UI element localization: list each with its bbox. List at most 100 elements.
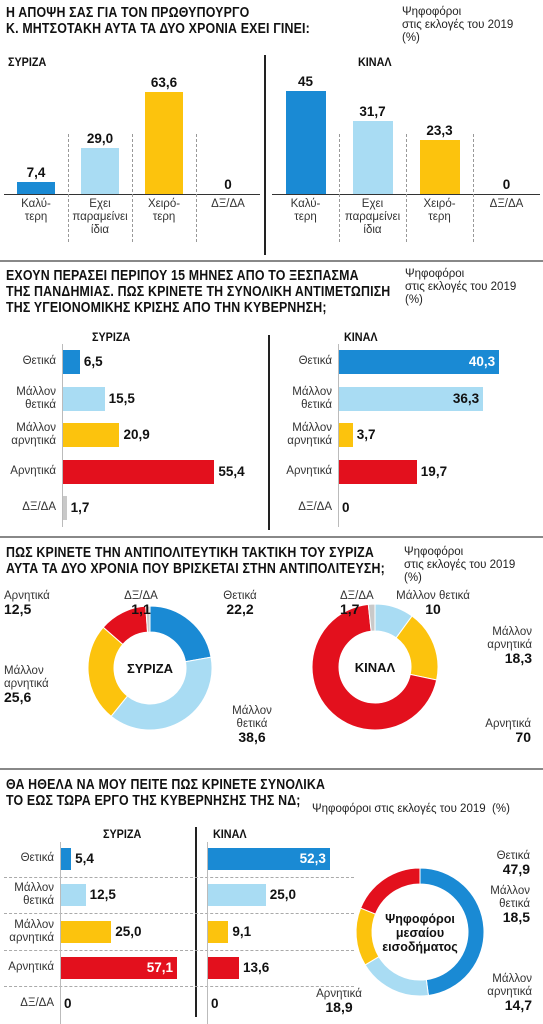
s4-syriza-title: ΣΥΡΙΖΑ	[103, 827, 142, 841]
slice-value: 70	[515, 729, 531, 745]
slice-label: Μάλλον θετικά 38,6	[222, 705, 282, 744]
row-divider	[4, 986, 354, 988]
s3-syriza-donut: ΣΥΡΙΖΑ	[86, 604, 214, 732]
bar	[62, 350, 80, 374]
slice-label: Αρνητικά 18,9	[310, 988, 368, 1014]
section2-note-line1: Ψηφοφόροι	[405, 268, 465, 280]
section2-divider	[268, 335, 270, 530]
category-label: Μάλλον θετικά	[292, 385, 332, 411]
section2-note-line2: στις εκλογές του 2019	[405, 281, 517, 293]
donut-slice	[311, 603, 438, 731]
value-label: 3,7	[356, 427, 376, 442]
slice-label: Μάλλον αρνητικά 18,3	[470, 626, 532, 665]
bar	[81, 147, 119, 194]
section4-note-unit: (%)	[492, 803, 510, 815]
value-label: 1,7	[70, 500, 90, 515]
bar	[338, 423, 353, 447]
slice-label: Αρνητικά 70	[475, 718, 531, 744]
section4-title-line1: ΘΑ ΗΘΕΛΑ ΝΑ ΜΟΥ ΠΕΙΤΕ ΠΩΣ ΚΡΙΝΕΤΕ ΣΥΝΟΛΙ…	[6, 777, 326, 793]
slice-category: Μάλλον θετικά	[232, 705, 272, 730]
slice-label: Αρνητικά 12,5	[4, 590, 60, 616]
slice-category: Θετικά	[223, 590, 257, 602]
axis-line	[207, 842, 208, 1024]
section1-note-line3: (%)	[402, 32, 420, 44]
category-label: Θετικά	[298, 355, 332, 367]
slice-value: 18,3	[504, 650, 532, 666]
bar	[338, 350, 500, 374]
slice-category: Αρνητικά	[316, 988, 362, 1000]
category-label: Μάλλον αρνητικά	[11, 422, 56, 447]
section4-title: ΘΑ ΗΘΕΛΑ ΝΑ ΜΟΥ ΠΕΙΤΕ ΠΩΣ ΚΡΙΝΕΤΕ ΣΥΝΟΛΙ…	[6, 777, 325, 809]
section2-title-line2: ΤΗΣ ΠΑΝΔΗΜΙΑΣ. ΠΩΣ ΚΡΙΝΕΤΕ ΤΗ ΣΥΝΟΛΙΚΗ Α…	[6, 284, 391, 300]
category-label: ΔΞ/ΔΑ	[20, 997, 54, 1010]
category-label: Αρνητικά	[286, 464, 332, 477]
bar	[62, 496, 67, 520]
bar	[207, 884, 266, 907]
donut-slice	[364, 956, 429, 997]
row-divider	[4, 877, 354, 879]
slice-value: 1,7	[340, 601, 360, 617]
category-label: Μάλλον θετικά	[16, 385, 56, 411]
bar	[207, 848, 330, 870]
s2-syriza-title: ΣΥΡΙΖΑ	[92, 330, 131, 344]
section1-title-line1: Η ΑΠΟΨΗ ΣΑΣ ΓΙΑ ΤΟΝ ΠΡΩΘΥΠΟΥΡΓΟ	[6, 5, 250, 21]
category-label: ΔΞ/ΔΑ	[211, 198, 245, 210]
slice-label: Μάλλον αρνητικά 25,6	[4, 665, 66, 704]
slice-category: Αρνητικά	[485, 718, 531, 730]
section1-note-line2: στις εκλογές του 2019	[402, 19, 514, 31]
category-label: ΔΞ/ΔΑ	[22, 501, 56, 513]
bar	[60, 848, 72, 870]
category-label: Αρνητικά	[10, 464, 56, 477]
category-label: Θετικά	[22, 355, 56, 367]
value-label: 0	[211, 996, 219, 1012]
s1-kinal-title: ΚΙΝΑΛ	[358, 55, 392, 69]
section-separator-2	[0, 536, 543, 538]
section1-divider	[264, 55, 266, 255]
value-label: 55,4	[218, 463, 245, 479]
bar	[419, 140, 460, 194]
divider-line	[406, 134, 407, 242]
divider-line	[132, 134, 133, 242]
bar	[207, 956, 239, 979]
donut-svg: ΣΥΡΙΖΑ	[87, 605, 213, 731]
donut-slice	[367, 603, 376, 632]
category-label: Μάλλον αρνητικά	[9, 918, 54, 944]
value-label: 63,6	[150, 75, 178, 91]
value-label: 25,0	[115, 923, 142, 939]
section2-title: ΕΧΟΥΝ ΠΕΡΑΣΕΙ ΠΕΡΙΠΟΥ 15 ΜΗΝΕΣ ΑΠΟ ΤΟ ΞΕ…	[6, 268, 390, 316]
section1-note-line1: Ψηφοφόροι	[402, 6, 462, 18]
section3-note-line1: Ψηφοφόροι	[404, 546, 464, 558]
section2-note: Ψηφοφόροι στις εκλογές του 2019 (%)	[405, 268, 516, 307]
axis-line	[62, 344, 63, 527]
slice-value: 18,5	[502, 909, 530, 925]
value-label: 29,0	[86, 130, 114, 146]
value-label: 15,5	[108, 390, 135, 406]
slice-value: 14,7	[504, 997, 532, 1013]
slice-label: Μάλλον αρνητικά 14,7	[466, 973, 532, 1012]
value-label: 23,3	[426, 123, 453, 139]
donut-svg: ΚΙΝΑΛ	[311, 603, 439, 731]
value-label: 31,7	[359, 104, 386, 120]
donut-center-label: ΣΥΡΙΖΑ	[127, 661, 174, 676]
slice-label: Θετικά 22,2	[210, 590, 270, 616]
donut-slice	[145, 605, 151, 633]
section1-title: Η ΑΠΟΨΗ ΣΑΣ ΓΙΑ ΤΟΝ ΠΡΩΘΥΠΟΥΡΓΟ Κ. ΜΗΤΣΟ…	[6, 5, 310, 37]
divider-line	[473, 134, 474, 242]
slice-category: ΔΞ/ΔΑ	[340, 590, 374, 602]
category-label: Χειρό- τερη	[423, 198, 456, 223]
value-label: 0	[224, 177, 232, 192]
section4-title-line2: ΤΟ ΕΩΣ ΤΩΡΑ ΕΡΓΟ ΤΗΣ ΚΥΒΕΡΝΗΣΗΣ ΤΗΣ ΝΔ;	[6, 793, 301, 809]
bar	[60, 920, 112, 943]
slice-label: Μάλλον θετικά 10	[390, 590, 476, 616]
slice-value: 38,6	[238, 729, 266, 745]
value-label: 45	[297, 73, 314, 89]
bar	[285, 90, 326, 194]
value-label: 52,3	[299, 851, 326, 866]
category-label: ΔΞ/ΔΑ	[489, 198, 524, 210]
category-label: Θετικά	[20, 852, 54, 864]
slice-category: Μάλλον θετικά	[396, 590, 470, 602]
s3-kinal-donut: ΚΙΝΑΛ	[310, 602, 440, 732]
row-divider	[4, 913, 354, 915]
slice-value: 10	[425, 601, 441, 617]
slice-label: Μάλλον θετικά 18,5	[468, 885, 530, 924]
